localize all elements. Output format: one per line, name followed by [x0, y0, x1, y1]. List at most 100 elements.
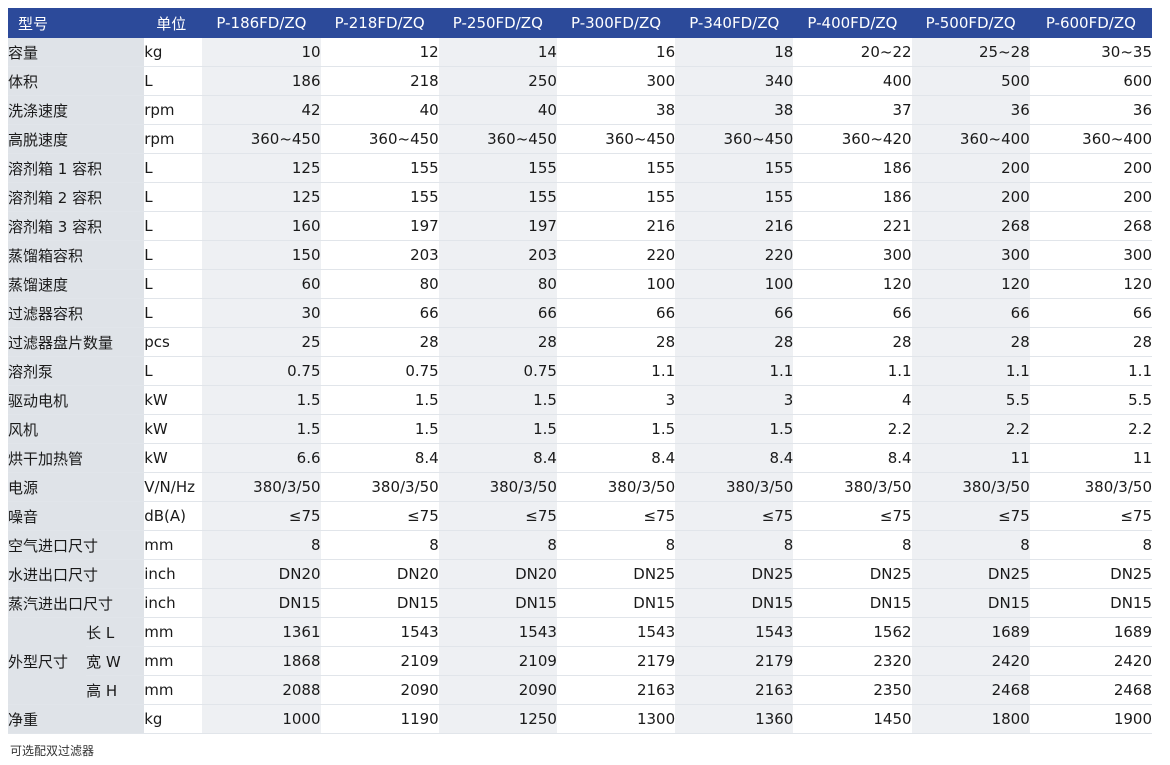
- row-label: 蒸馏速度: [8, 270, 145, 299]
- dimension-sub-label: 宽 W: [86, 647, 145, 676]
- value-cell: 360~450: [438, 125, 557, 154]
- value-cell: 2179: [675, 647, 794, 676]
- value-cell: 1.5: [438, 386, 557, 415]
- row-label: 噪音: [8, 502, 145, 531]
- row-unit: L: [144, 67, 203, 96]
- value-cell: 380/3/50: [793, 473, 912, 502]
- value-cell: 6.6: [202, 444, 321, 473]
- value-cell: 8: [202, 531, 321, 560]
- value-cell: 1689: [1029, 618, 1152, 647]
- row-label: 电源: [8, 473, 145, 502]
- value-cell: 2420: [1029, 647, 1152, 676]
- value-cell: 16: [556, 38, 676, 67]
- value-cell: 2163: [556, 676, 676, 705]
- row-label: 溶剂箱 1 容积: [8, 154, 145, 183]
- value-cell: DN20: [438, 560, 557, 589]
- value-cell: 300: [793, 241, 912, 270]
- value-cell: 80: [320, 270, 439, 299]
- table-row: 噪音 dB(A) ≤75 ≤75 ≤75 ≤75 ≤75 ≤75 ≤75 ≤75: [8, 502, 1152, 531]
- value-cell: 1190: [320, 705, 439, 734]
- table-row: 体积 L 186 218 250 300 340 400 500 600: [8, 67, 1152, 96]
- row-label: 体积: [8, 67, 145, 96]
- value-cell: 8.4: [793, 444, 912, 473]
- value-cell: 125: [202, 154, 321, 183]
- value-cell: 1250: [438, 705, 557, 734]
- value-cell: 2179: [556, 647, 676, 676]
- value-cell: 1800: [911, 705, 1030, 734]
- value-cell: 2163: [675, 676, 794, 705]
- value-cell: 500: [911, 67, 1030, 96]
- value-cell: 66: [320, 299, 439, 328]
- value-cell: 66: [1029, 299, 1152, 328]
- value-cell: 1543: [438, 618, 557, 647]
- value-cell: 18: [675, 38, 794, 67]
- row-unit: inch: [144, 589, 203, 618]
- value-cell: 220: [556, 241, 676, 270]
- value-cell: 2088: [202, 676, 321, 705]
- row-label: 蒸汽进出口尺寸: [8, 589, 145, 618]
- value-cell: 3: [556, 386, 676, 415]
- row-label: 风机: [8, 415, 145, 444]
- row-label: 溶剂箱 2 容积: [8, 183, 145, 212]
- value-cell: 8: [556, 531, 676, 560]
- value-cell: 36: [1029, 96, 1152, 125]
- value-cell: ≤75: [438, 502, 557, 531]
- row-label: 高脱速度: [8, 125, 145, 154]
- value-cell: 0.75: [202, 357, 321, 386]
- header-model-8: P-600FD/ZQ: [1029, 8, 1152, 38]
- value-cell: 360~420: [793, 125, 912, 154]
- value-cell: 360~450: [556, 125, 676, 154]
- table-row: 高脱速度 rpm 360~450 360~450 360~450 360~450 360~4…: [8, 125, 1152, 154]
- value-cell: 203: [438, 241, 557, 270]
- value-cell: 30: [202, 299, 321, 328]
- row-unit: pcs: [144, 328, 203, 357]
- row-unit: mm: [144, 647, 203, 676]
- value-cell: 155: [556, 154, 676, 183]
- value-cell: 380/3/50: [675, 473, 794, 502]
- value-cell: 360~450: [675, 125, 794, 154]
- value-cell: 28: [675, 328, 794, 357]
- value-cell: 8: [320, 531, 439, 560]
- value-cell: 250: [438, 67, 557, 96]
- value-cell: DN20: [202, 560, 321, 589]
- value-cell: 38: [675, 96, 794, 125]
- row-unit: L: [144, 154, 203, 183]
- value-cell: DN25: [556, 560, 676, 589]
- value-cell: 1360: [675, 705, 794, 734]
- value-cell: 600: [1029, 67, 1152, 96]
- value-cell: 120: [793, 270, 912, 299]
- table-row: 溶剂箱 1 容积 L 125 155 155 155 155 186 200 200: [8, 154, 1152, 183]
- row-unit: L: [144, 183, 203, 212]
- row-unit: V/N/Hz: [144, 473, 203, 502]
- value-cell: 1.1: [793, 357, 912, 386]
- value-cell: DN25: [675, 560, 794, 589]
- header-model-4: P-300FD/ZQ: [556, 8, 676, 38]
- row-label: 洗涤速度: [8, 96, 145, 125]
- table-row: 容量 kg 10 12 14 16 18 20~22 25~28 30~35: [8, 38, 1152, 67]
- value-cell: 0.75: [320, 357, 439, 386]
- value-cell: ≤75: [675, 502, 794, 531]
- value-cell: 8.4: [438, 444, 557, 473]
- value-cell: 28: [1029, 328, 1152, 357]
- value-cell: 1.1: [1029, 357, 1152, 386]
- value-cell: 1543: [675, 618, 794, 647]
- row-unit: inch: [144, 560, 203, 589]
- spec-table: 型号 单位 P-186FD/ZQ P-218FD/ZQ P-250FD/ZQ P-30…: [8, 8, 1152, 734]
- value-cell: 66: [793, 299, 912, 328]
- value-cell: 360~400: [911, 125, 1030, 154]
- value-cell: 300: [1029, 241, 1152, 270]
- row-label: 过滤器盘片数量: [8, 328, 145, 357]
- value-cell: 1.5: [202, 415, 321, 444]
- value-cell: 200: [1029, 183, 1152, 212]
- value-cell: 40: [438, 96, 557, 125]
- header-unit-label: 单位: [144, 8, 203, 38]
- value-cell: 8.4: [675, 444, 794, 473]
- table-row: 过滤器容积 L 30 66 66 66 66 66 66 66: [8, 299, 1152, 328]
- value-cell: 155: [556, 183, 676, 212]
- value-cell: 20~22: [793, 38, 912, 67]
- row-label: 容量: [8, 38, 145, 67]
- value-cell: 8: [675, 531, 794, 560]
- row-unit: L: [144, 270, 203, 299]
- value-cell: 221: [793, 212, 912, 241]
- value-cell: 10: [202, 38, 321, 67]
